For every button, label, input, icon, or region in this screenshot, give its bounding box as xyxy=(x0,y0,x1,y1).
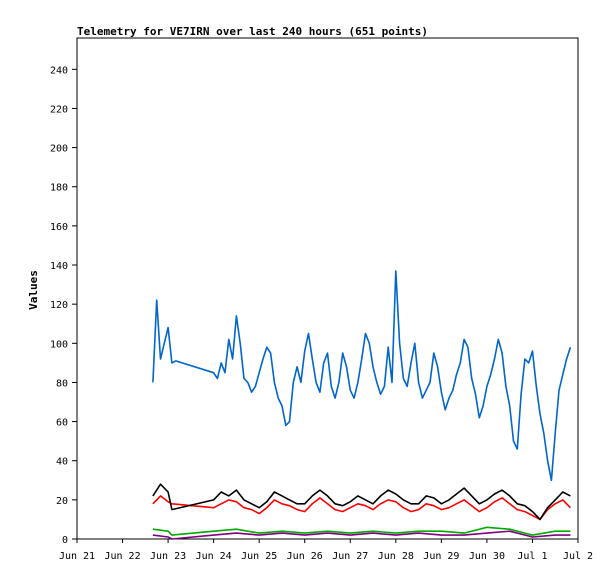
series-line-2 xyxy=(152,495,571,521)
x-tick-label: Jun 22 xyxy=(104,551,140,562)
y-tick-label: 100 xyxy=(50,339,68,350)
y-tick-label: 240 xyxy=(50,65,68,76)
y-tick-label: 220 xyxy=(50,104,68,115)
x-tick-label: Jun 23 xyxy=(150,551,186,562)
x-tick-label: Jun 25 xyxy=(241,551,277,562)
y-tick-label: 180 xyxy=(50,183,68,194)
y-tick-label: 120 xyxy=(50,300,68,311)
x-tick-label: Jun 26 xyxy=(287,551,323,562)
y-tick-label: 20 xyxy=(56,496,68,507)
x-tick-label: Jul 1 xyxy=(517,551,547,562)
y-tick-label: 160 xyxy=(50,222,68,233)
series-group xyxy=(152,270,572,540)
series-line-3 xyxy=(152,483,571,521)
y-axis-label: Values xyxy=(27,270,40,310)
x-axis: Jun 21 Jun 22 Jun 23 Jun 24 Jun 25 Jun 26 Jun … xyxy=(59,539,593,562)
y-tick-label: 80 xyxy=(56,378,68,389)
series-line-1 xyxy=(152,270,572,482)
plot-frame xyxy=(76,37,579,540)
y-tick-label: 0 xyxy=(62,535,68,546)
y-axis: 0 20 40 60 80 100 120 140 160 180 200 220 240 xyxy=(50,65,77,546)
series-line-5 xyxy=(152,530,571,540)
x-tick-label: Jun 30 xyxy=(469,551,505,562)
y-tick-label: 140 xyxy=(50,261,68,272)
x-tick-label: Jun 27 xyxy=(332,551,368,562)
x-tick-label: Jun 29 xyxy=(423,551,459,562)
x-tick-label: Jun 21 xyxy=(59,551,95,562)
chart-title: Telemetry for VE7IRN over last 240 hours… xyxy=(77,25,428,38)
x-tick-label: Jun 24 xyxy=(196,551,232,562)
y-tick-label: 60 xyxy=(56,418,68,429)
y-tick-label: 200 xyxy=(50,144,68,155)
series-line-4 xyxy=(152,526,571,536)
x-tick-label: Jul 2 xyxy=(563,551,593,562)
y-tick-label: 40 xyxy=(56,457,68,468)
x-tick-label: Jun 28 xyxy=(378,551,414,562)
